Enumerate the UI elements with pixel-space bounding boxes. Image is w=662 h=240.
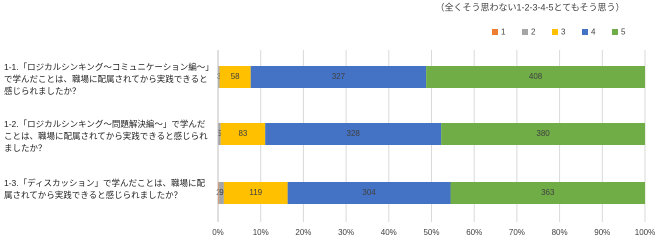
x-tick-label: 80% — [552, 228, 568, 237]
x-tick-label: 70% — [509, 228, 525, 237]
category-label: 1-1.「ロジカルシンキング～コミュニケーション編～」で学んだことは、職場に配属… — [4, 62, 210, 96]
bar-segment — [441, 123, 645, 145]
data-label: 83 — [238, 129, 247, 138]
legend-label: 4 — [591, 28, 596, 37]
bar-segment — [223, 182, 288, 204]
x-tick-label: 100% — [635, 228, 655, 237]
data-label: 119 — [249, 188, 262, 197]
x-tick-label: 90% — [594, 228, 610, 237]
bar-segment — [287, 182, 451, 204]
data-label: 9 — [219, 188, 224, 197]
x-tick-label: 0% — [212, 228, 224, 237]
data-label: 408 — [529, 72, 543, 81]
bar-segment — [218, 123, 221, 145]
legend-label: 3 — [561, 28, 566, 37]
data-label: 5 — [217, 129, 222, 138]
data-label: 328 — [347, 129, 361, 138]
x-tick-label: 20% — [295, 228, 311, 237]
legend-swatch — [612, 29, 618, 35]
x-tick-label: 60% — [466, 228, 482, 237]
legend-swatch — [522, 29, 528, 35]
bar-segment — [218, 182, 220, 204]
bar-segment — [218, 66, 220, 88]
x-tick-label: 50% — [423, 228, 439, 237]
data-label: 2 — [216, 188, 221, 197]
note: （全くそう思わない1-2-3-4-5とてもそう思う） — [435, 1, 624, 12]
bar-segment — [426, 66, 645, 88]
legend-label: 1 — [501, 28, 506, 37]
category-label: 1-3.「ディスカッション」で学んだことは、職場に配属されてから実践できると感じ… — [4, 178, 206, 200]
legend-swatch — [492, 29, 498, 35]
bar-segment — [450, 182, 645, 204]
bar-segment — [219, 182, 224, 204]
category-label: 1-2.「ロジカルシンキング～問題解決編～」で学んだことは、職場に配属されてから… — [4, 119, 208, 153]
bar-segment — [250, 66, 427, 88]
legend-swatch — [552, 29, 558, 35]
data-label: 3 — [217, 72, 222, 81]
legend-label: 5 — [621, 28, 626, 37]
bar-segment — [219, 66, 251, 88]
legend-swatch — [582, 29, 588, 35]
data-label: 58 — [231, 72, 240, 81]
x-tick-label: 30% — [338, 228, 354, 237]
bar-segment — [220, 123, 266, 145]
bar-segment — [265, 123, 442, 145]
legend-label: 2 — [531, 28, 536, 37]
x-tick-label: 10% — [253, 228, 269, 237]
data-label: 363 — [541, 188, 555, 197]
x-tick-label: 40% — [381, 228, 397, 237]
data-label: 327 — [332, 72, 346, 81]
data-label: 380 — [536, 129, 550, 138]
data-label: 304 — [362, 188, 376, 197]
